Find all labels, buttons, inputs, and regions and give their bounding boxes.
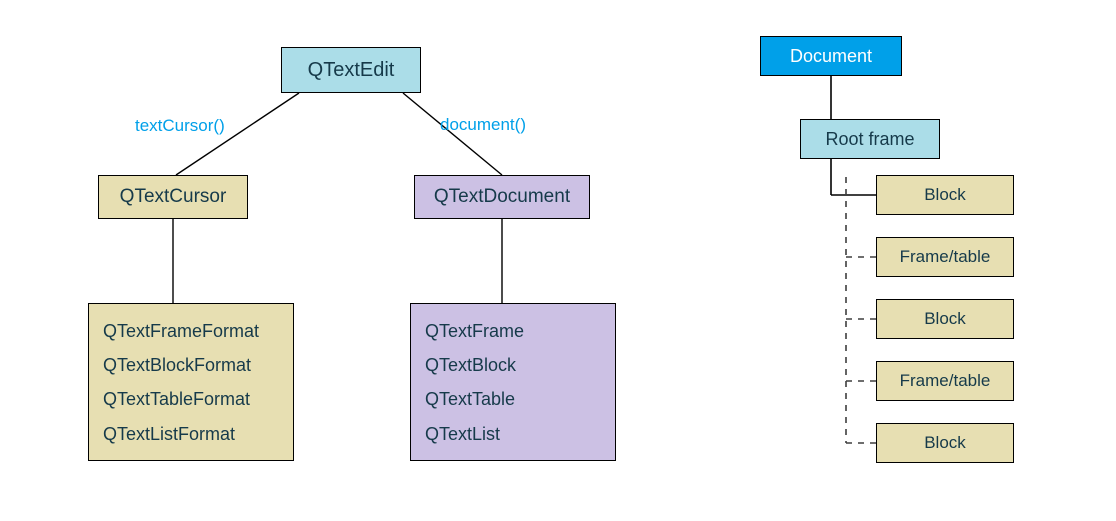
list-item: QTextFrameFormat: [103, 314, 279, 348]
list-item: QTextFrame: [425, 314, 601, 348]
node-qtextdocument: QTextDocument: [414, 175, 590, 219]
tree-node-block1: Block: [876, 175, 1014, 215]
diagram-stage: QTextEdit QTextCursor QTextDocument QTextFr…: [0, 0, 1116, 521]
tree-node-root_frame: Root frame: [800, 119, 940, 159]
list-item: QTextBlockFormat: [103, 348, 279, 382]
list-item: QTextBlock: [425, 348, 601, 382]
node-qtextedit: QTextEdit: [281, 47, 421, 93]
node-qtextcursor: QTextCursor: [98, 175, 248, 219]
list-box-classes: QTextFrameQTextBlockQTextTableQTextList: [410, 303, 616, 461]
list-item: QTextTableFormat: [103, 382, 279, 416]
list-item: QTextList: [425, 417, 601, 451]
tree-node-block2: Block: [876, 299, 1014, 339]
list-box-formats: QTextFrameFormatQTextBlockFormatQTextTab…: [88, 303, 294, 461]
tree-node-block3: Block: [876, 423, 1014, 463]
edge-label-document: document(): [440, 115, 526, 135]
list-item: QTextListFormat: [103, 417, 279, 451]
tree-node-document: Document: [760, 36, 902, 76]
tree-node-frametable2: Frame/table: [876, 361, 1014, 401]
tree-node-frametable1: Frame/table: [876, 237, 1014, 277]
list-item: QTextTable: [425, 382, 601, 416]
edge-label-textCursor: textCursor(): [135, 116, 225, 136]
